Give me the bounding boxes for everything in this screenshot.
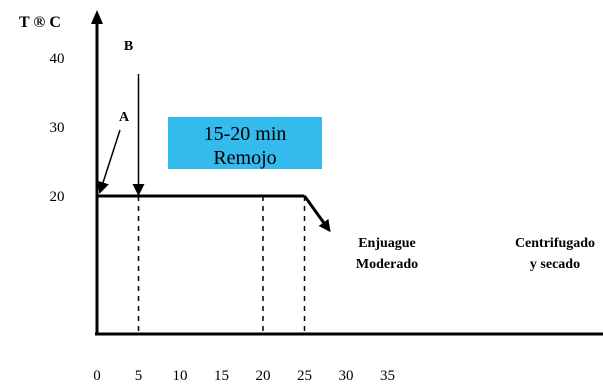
rinse-label-line1: Enjuague <box>358 236 416 251</box>
y-tick-20: 20 <box>50 189 65 205</box>
x-tick-10: 10 <box>173 368 188 384</box>
point-a-label: A <box>119 110 130 125</box>
spin-label-line1: Centrifugado <box>515 236 595 251</box>
y-tick-30: 30 <box>50 120 65 136</box>
x-tick-15: 15 <box>214 368 229 384</box>
x-tick-30: 30 <box>339 368 354 384</box>
soak-box <box>168 117 322 169</box>
y-tick-labels: 20304050 <box>50 51 65 205</box>
x-tick-0: 0 <box>93 368 101 384</box>
spin-label-line2: y secado <box>530 257 580 272</box>
y-axis-arrow-icon <box>91 10 103 24</box>
x-tick-25: 25 <box>297 368 312 384</box>
x-tick-5: 5 <box>135 368 143 384</box>
descent-arrow <box>303 195 331 233</box>
x-tick-20: 20 <box>256 368 271 384</box>
y-axis-label: T ® C <box>19 14 61 31</box>
y-tick-40: 40 <box>50 51 65 67</box>
soak-box-line1: 15-20 min <box>204 123 287 145</box>
point-a-arrow <box>97 129 121 194</box>
x-tick-35: 35 <box>380 368 395 384</box>
rinse-label-line2: Moderado <box>356 257 418 272</box>
rinse-label-bg <box>344 232 430 272</box>
x-tick-labels: 0 5 10 15 20 25 30 35 <box>93 368 395 384</box>
soak-box-line2: Remojo <box>213 147 276 169</box>
phase-dividers <box>137 196 306 334</box>
point-b-label: B <box>124 39 133 54</box>
